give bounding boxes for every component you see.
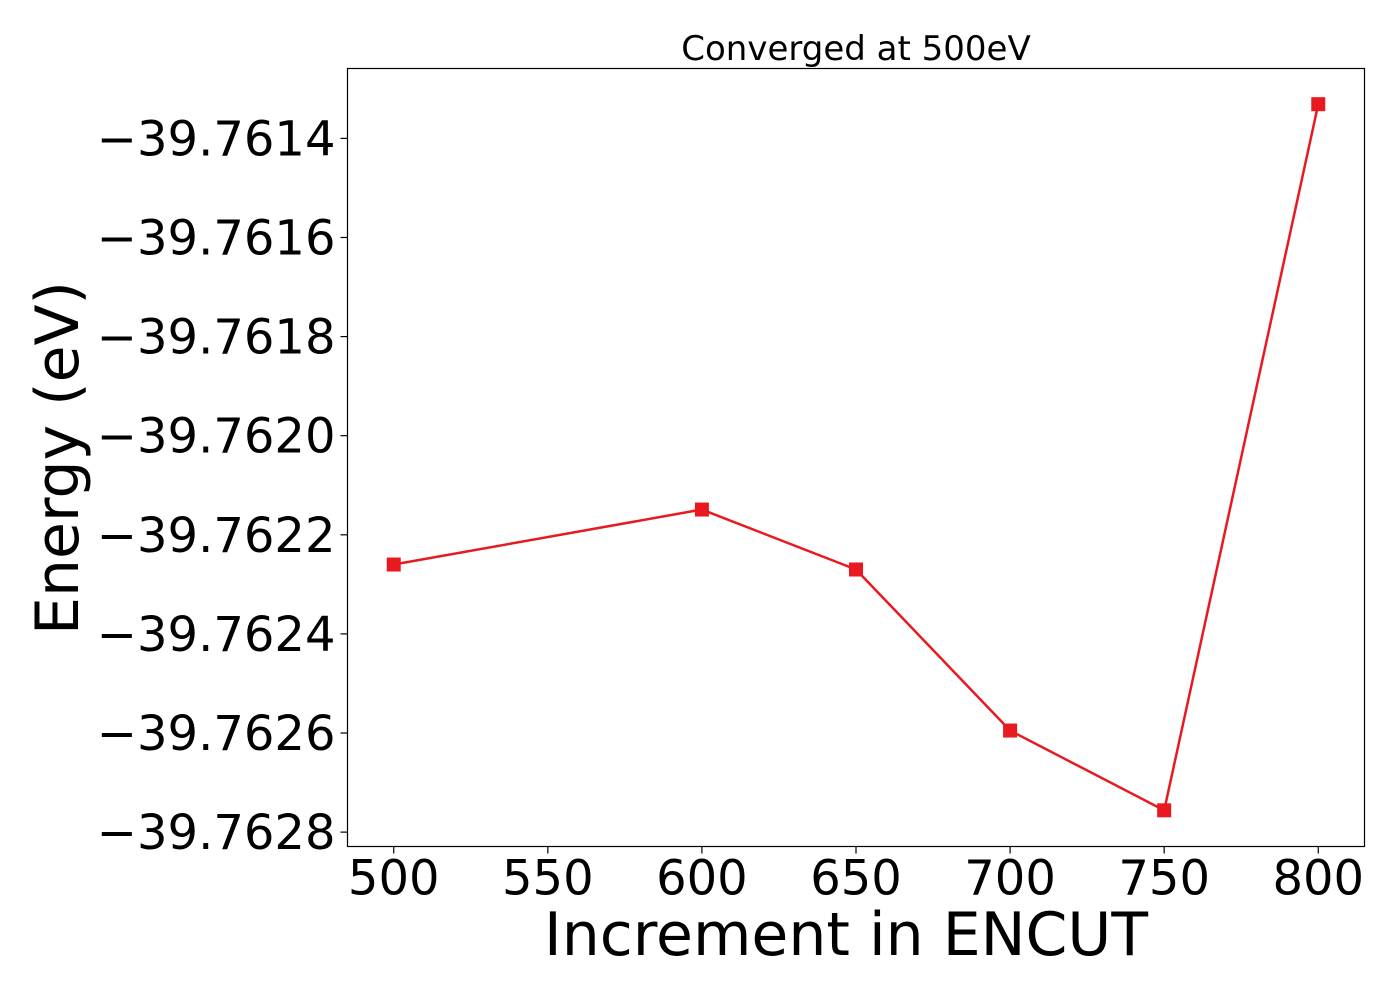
x-tick-label: 550 <box>502 851 594 907</box>
chart-title: Converged at 500eV <box>681 29 1030 69</box>
data-point-marker <box>694 502 709 517</box>
series-layer <box>386 97 1326 818</box>
data-point-marker <box>1311 97 1326 112</box>
y-tick-label: −39.7626 <box>97 706 336 762</box>
x-axis: 500 550 600 650 700 750 800 <box>348 846 1364 907</box>
data-point-marker <box>849 562 863 577</box>
x-tick-label: 650 <box>810 851 902 907</box>
x-tick-label: 700 <box>964 851 1056 907</box>
x-axis-label: Increment in ENCUT <box>544 900 1148 970</box>
x-tick-label: 750 <box>1118 851 1210 907</box>
data-point-marker <box>386 557 401 572</box>
x-tick-label: 800 <box>1272 851 1364 907</box>
y-tick-label: −39.7618 <box>97 310 336 366</box>
y-tick-label: −39.7620 <box>97 409 336 465</box>
x-tick-label: 600 <box>656 851 748 907</box>
y-axis-label: Energy (eV) <box>23 281 93 635</box>
y-axis: −39.7614 −39.7616 −39.7618 −39.7620 −39.7622… <box>97 111 348 861</box>
y-tick-label: −39.7628 <box>97 805 336 861</box>
x-tick-label: 500 <box>348 851 440 907</box>
data-point-marker <box>1003 723 1018 738</box>
y-tick-label: −39.7624 <box>97 607 336 663</box>
y-tick-label: −39.7622 <box>97 508 336 564</box>
plot-area <box>346 67 1366 848</box>
y-tick-label: −39.7614 <box>97 111 336 167</box>
data-point-marker <box>1157 803 1172 818</box>
y-tick-label: −39.7616 <box>97 210 336 266</box>
series-line <box>393 103 1320 812</box>
